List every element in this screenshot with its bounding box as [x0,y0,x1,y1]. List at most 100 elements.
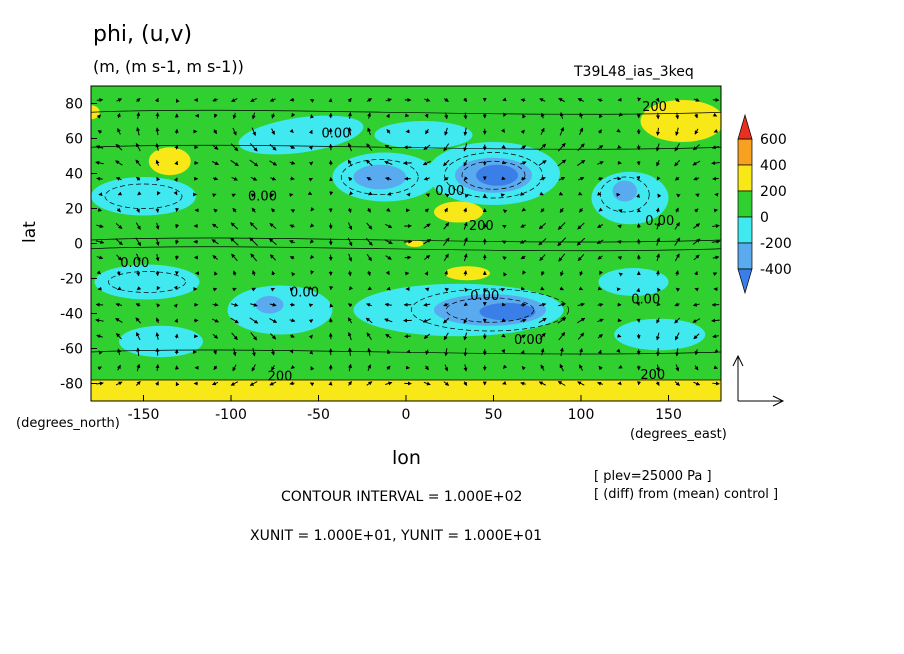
wind-vector [384,160,393,165]
wind-vector [424,97,431,102]
wind-vector [115,160,123,166]
wind-vector [366,303,372,307]
wind-vector [347,237,353,247]
wind-vector [618,364,623,369]
wind-vector [367,127,372,136]
wind-vector [365,317,373,324]
x-tick-label: 100 [568,407,595,423]
wind-vector [502,97,507,102]
wind-vector [656,237,661,246]
wind-vector [213,208,218,213]
colorbar-bottom-arrow [737,268,753,295]
wind-vector [713,129,718,133]
colorbar-label: 400 [760,158,787,174]
wind-vector [136,112,141,119]
wind-vector [365,159,373,167]
wind-vector [155,381,159,386]
wind-vector [617,256,622,260]
colorbar-label: 0 [760,210,769,226]
wind-vector [270,333,277,340]
wind-vector [520,98,526,103]
wind-vector [577,381,585,386]
wind-vector [347,380,352,386]
wind-vector [270,176,277,181]
wind-vector [211,223,219,229]
wind-vector [675,270,680,276]
wind-vector [212,287,218,292]
wind-vector [348,176,353,182]
wind-vector [230,237,239,246]
wind-vector [231,302,239,307]
wind-vector [211,318,219,323]
wind-vector [541,271,545,276]
wind-vector [424,271,429,276]
wind-vector [636,318,641,323]
wind-vector [289,302,296,307]
contour-label: 0.00 [514,333,543,348]
wind-vector [444,112,449,120]
wind-vector [656,222,660,230]
wind-vector [674,332,680,341]
wind-vector [310,366,315,371]
wind-vector [348,253,353,262]
wind-vector [270,287,276,292]
wind-vector [154,97,159,103]
wind-vector [694,287,699,292]
wind-vector [576,237,586,246]
wind-vector [230,317,239,324]
x-tick-label: 50 [485,407,503,423]
wind-vector [291,272,296,277]
contour-lines [91,109,721,381]
wind-vector [348,285,353,291]
x-tick-label: -50 [307,407,330,423]
wind-vector [366,143,373,151]
wind-vector [155,127,160,136]
wind-vector [213,113,218,119]
wind-vector [522,270,527,275]
wind-vector [463,176,469,181]
wind-vector [714,349,719,354]
wind-vector [558,176,566,181]
wind-vector [579,127,583,136]
wind-vector [501,318,507,322]
wind-vector [384,302,392,307]
wind-vector [289,349,294,354]
wind-vector [712,334,719,339]
wind-vector [558,331,566,341]
wind-vector [347,347,352,357]
wind-vector [597,98,603,103]
wind-vector [212,144,219,150]
wind-vector [617,318,622,323]
wind-vector [675,364,680,372]
wind-vector [423,333,431,339]
contour-label: 200 [642,100,667,115]
wind-vector [695,193,700,198]
wind-vector [599,270,603,275]
wind-vector [445,193,450,198]
wind-vector [269,193,275,198]
colorbar-segment [737,216,753,244]
contour-n-c [340,159,419,195]
wind-vector [521,207,526,212]
wind-vector [712,272,718,277]
wind-vector [96,381,104,386]
wind-vector [617,144,622,149]
wind-vector [464,193,469,198]
wind-vector [309,99,315,103]
wind-vector [347,331,352,341]
wind-vector [212,97,218,102]
wind-vector [213,349,217,355]
wind-vector [328,160,333,166]
wind-vector [424,113,429,119]
wind-vector [367,112,372,119]
wind-vector [675,207,679,213]
wind-vector [501,240,507,245]
wind-vector [174,144,179,150]
wind-vector [269,160,278,166]
wind-vector [423,223,431,229]
wind-vector [116,332,122,340]
contour-zonal-0 [91,109,721,115]
wind-vector [232,348,237,357]
wind-vector [174,318,178,323]
contour-s-b [445,297,535,323]
